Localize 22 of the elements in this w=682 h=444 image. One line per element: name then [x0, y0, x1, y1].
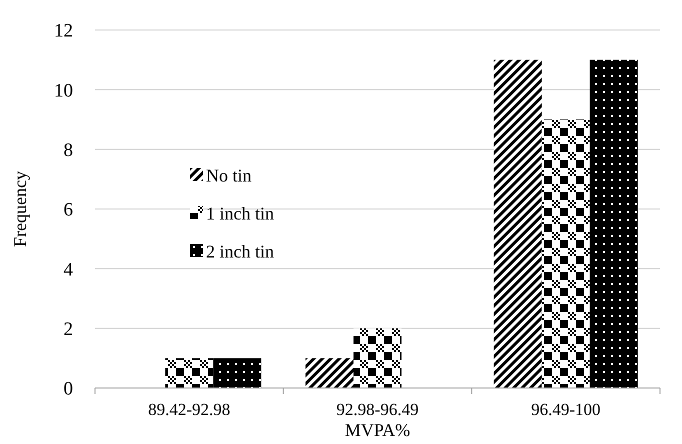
bar	[542, 120, 590, 388]
y-tick-label: 10	[54, 80, 73, 102]
legend-label: 1 inch tin	[206, 203, 274, 224]
bar	[494, 60, 542, 388]
x-tick-label: 89.42-92.98	[148, 400, 230, 419]
y-tick-label: 4	[64, 259, 74, 280]
legend-label: No tin	[206, 165, 252, 186]
y-axis-title: Frequency	[10, 171, 30, 247]
legend-label: 2 inch tin	[206, 241, 274, 262]
bar	[306, 358, 354, 388]
x-axis-title: MVPA%	[344, 420, 410, 440]
y-tick-label: 8	[64, 140, 73, 161]
y-tick-label: 0	[64, 378, 73, 400]
y-tick-label: 2	[64, 318, 73, 340]
bar	[590, 60, 638, 388]
bar	[354, 328, 402, 388]
x-tick-label: 96.49-100	[531, 400, 601, 419]
bar	[165, 358, 214, 388]
x-tick-label: 92.98-96.49	[336, 400, 419, 419]
y-tick-label: 12	[54, 20, 73, 42]
y-tick-label: 6	[64, 200, 73, 221]
bar	[213, 358, 262, 388]
